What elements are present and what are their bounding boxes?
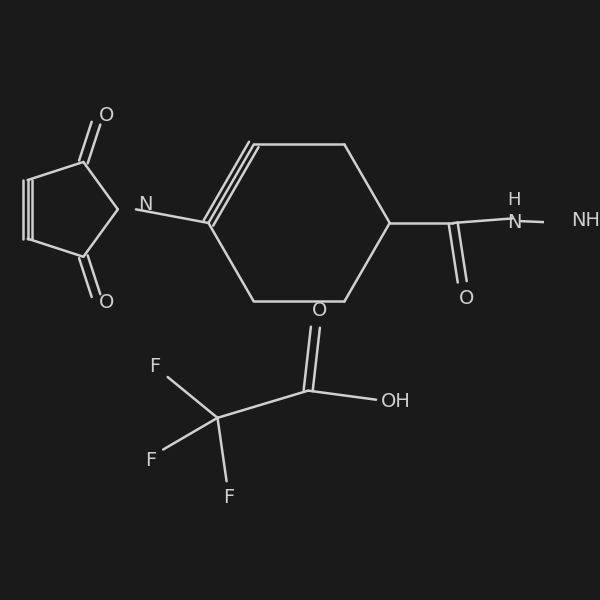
Text: O: O [99, 106, 115, 125]
Text: N: N [138, 196, 152, 214]
Text: O: O [459, 289, 475, 308]
Text: OH: OH [381, 392, 411, 411]
Text: O: O [312, 301, 328, 320]
Text: F: F [223, 488, 234, 507]
Text: N: N [506, 214, 521, 232]
Text: F: F [149, 356, 161, 376]
Text: O: O [99, 293, 115, 313]
Text: F: F [145, 451, 156, 470]
Text: H: H [507, 191, 521, 209]
Text: NH₂: NH₂ [572, 211, 600, 230]
